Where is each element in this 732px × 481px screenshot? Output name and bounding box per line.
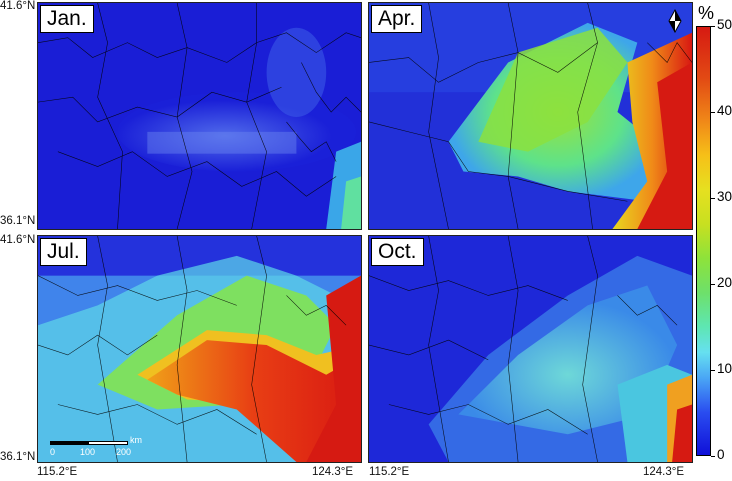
lon-label-right-1: 124.3°E bbox=[312, 466, 354, 478]
map-panel-oct: Oct. bbox=[368, 235, 693, 463]
colorbar-tick-mark bbox=[711, 112, 715, 113]
colorbar-tick-label: 50 bbox=[717, 17, 732, 32]
panel-label-jul: Jul. bbox=[40, 238, 87, 266]
lon-label-right-2: 124.3°E bbox=[643, 466, 685, 478]
colorbar-tick-label: 40 bbox=[717, 103, 732, 118]
scale-label-100: 100 bbox=[80, 447, 96, 457]
scale-label-0: 0 bbox=[50, 447, 56, 457]
lat-label-top-upper: 41.6°N bbox=[0, 0, 36, 12]
colorbar-tick-mark bbox=[711, 26, 715, 27]
lat-label-bottom-upper: 36.1°N bbox=[0, 215, 36, 227]
colorbar-tick-mark bbox=[711, 456, 715, 457]
map-oct-field bbox=[369, 236, 692, 462]
panel-label-oct: Oct. bbox=[371, 238, 424, 266]
north-arrow-icon bbox=[668, 9, 682, 33]
colorbar-tick-label: 30 bbox=[717, 189, 732, 204]
scale-bar: 0 100 200 km bbox=[50, 435, 210, 462]
colorbar-tick-mark bbox=[711, 370, 715, 371]
map-panel-jul: Jul. 0 100 200 km bbox=[37, 235, 362, 463]
colorbar bbox=[696, 26, 711, 456]
lon-label-left-2: 115.2°E bbox=[369, 466, 410, 478]
map-apr-field bbox=[369, 3, 692, 229]
scale-label-200: 200 bbox=[116, 447, 132, 457]
scale-bar-segment-light bbox=[88, 441, 128, 445]
map-jan-field bbox=[38, 3, 361, 229]
panel-label-jan: Jan. bbox=[40, 5, 94, 33]
colorbar-tick-label: 0 bbox=[717, 447, 725, 462]
colorbar-tick-mark bbox=[711, 284, 715, 285]
lat-label-top-lower: 41.6°N bbox=[0, 234, 36, 246]
lon-label-left-1: 115.2°E bbox=[37, 466, 78, 478]
map-jul-field bbox=[38, 236, 361, 462]
map-panel-jan: Jan. bbox=[37, 2, 362, 230]
map-panel-apr: Apr. bbox=[368, 2, 693, 230]
colorbar-unit: % bbox=[698, 3, 715, 23]
scale-bar-segment-dark bbox=[50, 441, 88, 445]
scale-unit: km bbox=[130, 435, 142, 445]
colorbar-tick-label: 20 bbox=[717, 275, 732, 290]
colorbar-tick-label: 10 bbox=[717, 361, 732, 376]
panel-label-apr: Apr. bbox=[371, 5, 423, 33]
colorbar-tick-mark bbox=[711, 198, 715, 199]
lat-label-bottom-lower: 36.1°N bbox=[0, 451, 36, 463]
